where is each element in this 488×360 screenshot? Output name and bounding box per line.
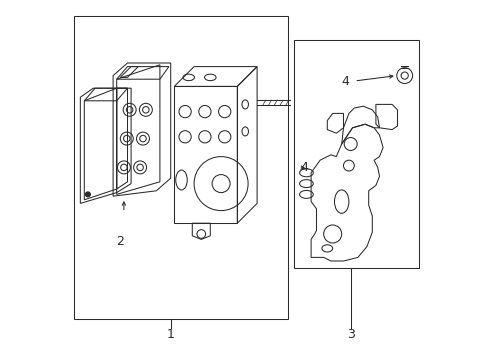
Bar bbox=[294, 40, 419, 268]
Text: 1: 1 bbox=[166, 328, 174, 341]
Text: 4: 4 bbox=[299, 161, 307, 174]
Text: 4: 4 bbox=[341, 75, 348, 87]
Text: 3: 3 bbox=[346, 328, 354, 341]
Bar bbox=[73, 16, 287, 319]
Text: 2: 2 bbox=[116, 235, 124, 248]
Circle shape bbox=[85, 192, 90, 197]
